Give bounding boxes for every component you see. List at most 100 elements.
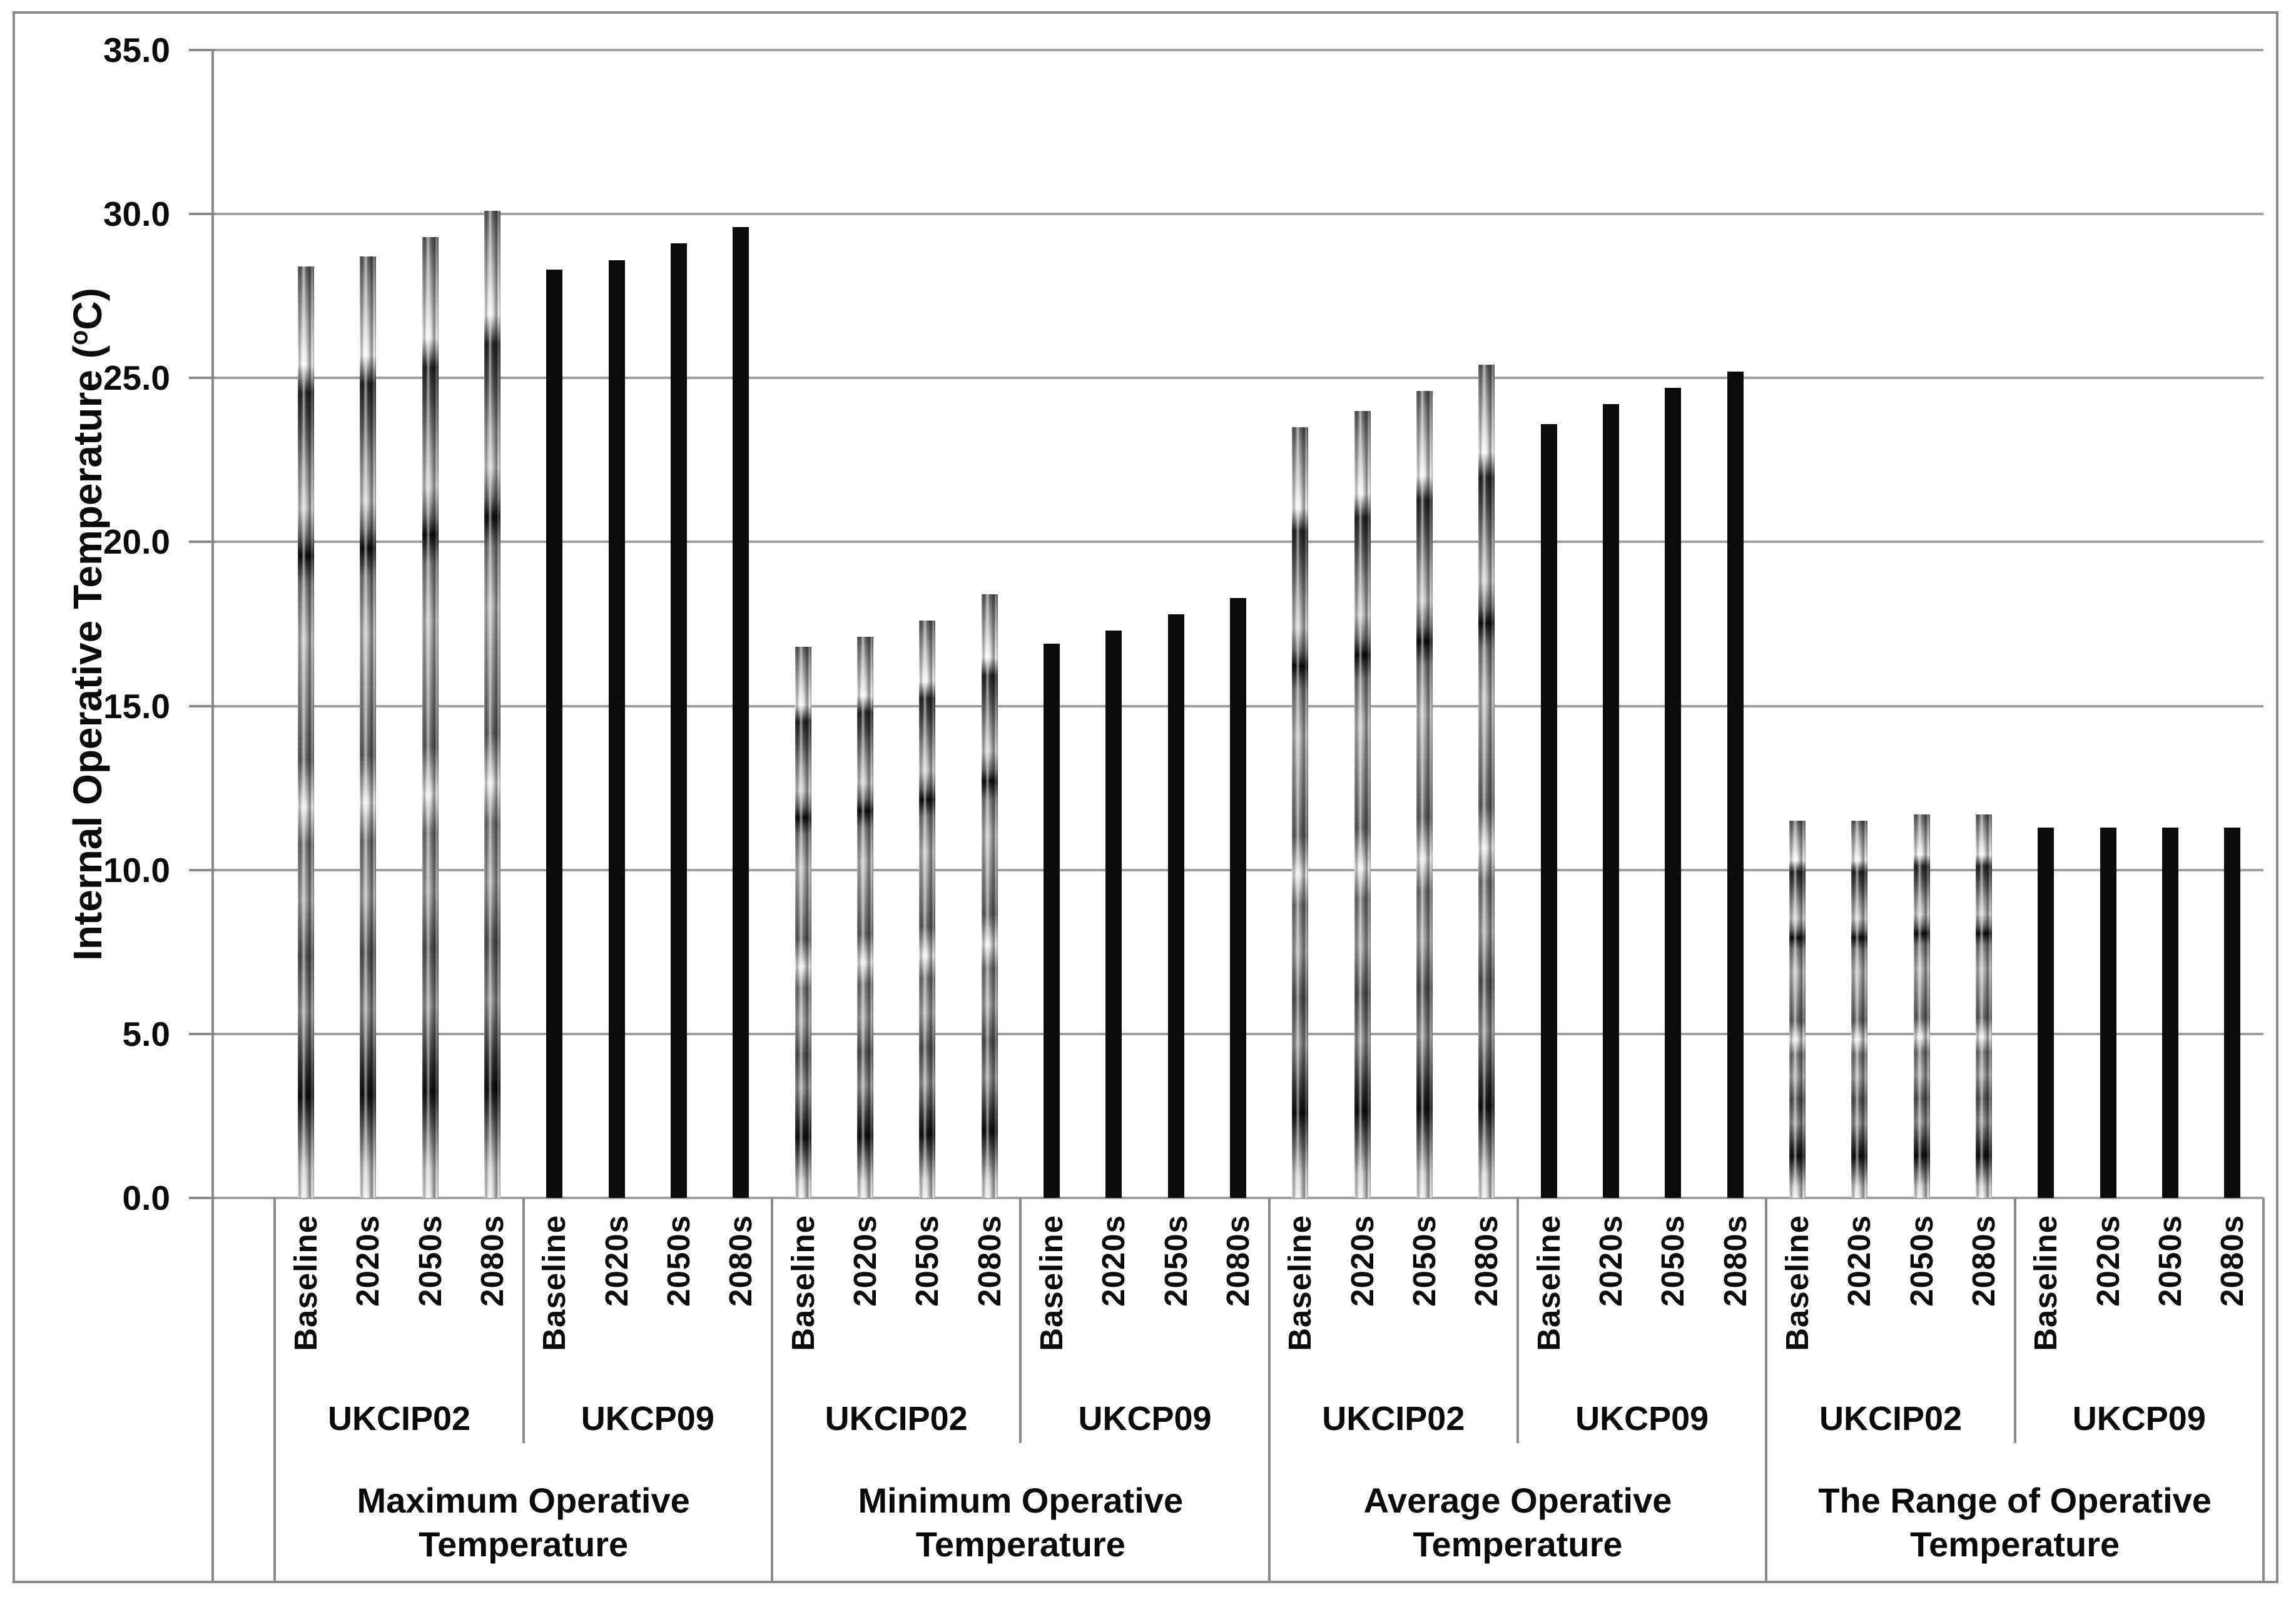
y-axis-tick (189, 540, 215, 544)
group-label-line: Maximum Operative (357, 1481, 690, 1520)
bar-maximum-operative-ukcip02-2050s (422, 236, 439, 1198)
y-axis-tick (189, 49, 215, 51)
period-label: 2080s (723, 1215, 759, 1307)
bar-the-range-of-operative-ukcip02-2080s (1976, 814, 1992, 1198)
period-label: 2080s (474, 1215, 510, 1307)
chart-outer-border (13, 11, 2278, 1583)
bar-average-operative-ukcp09-baseline (1540, 423, 1557, 1198)
bar-average-operative-ukcip02-2020s (1354, 410, 1371, 1198)
bar-the-range-of-operative-ukcp09-2020s (2100, 827, 2116, 1198)
bar-average-operative-ukcp09-2050s (1665, 388, 1682, 1198)
group-label-line: Temperature (1910, 1524, 2120, 1564)
scenario-label: UKCP09 (2072, 1400, 2206, 1437)
period-label: 2020s (350, 1215, 386, 1307)
y-axis-tick (189, 704, 215, 707)
group-label-line: Temperature (419, 1524, 629, 1564)
period-label: Baseline (536, 1215, 572, 1351)
group-separator (273, 1198, 277, 1582)
period-label: 2080s (2214, 1215, 2250, 1307)
period-label: Baseline (1034, 1215, 1069, 1351)
period-label: 2050s (412, 1215, 448, 1307)
period-label: 2080s (971, 1215, 1007, 1307)
group-label-line: Temperature (915, 1524, 1125, 1564)
period-label: 2080s (1468, 1215, 1505, 1307)
period-label: Baseline (288, 1215, 323, 1351)
y-tick-label: 30.0 (103, 195, 170, 234)
bar-the-range-of-operative-ukcp09-baseline (2038, 827, 2055, 1198)
scenario-separator (1019, 1198, 1022, 1443)
bar-minimum-operative-ukcip02-2020s (857, 637, 873, 1198)
period-label: Baseline (1779, 1215, 1815, 1351)
bar-minimum-operative-ukcip02-2050s (919, 621, 936, 1198)
scenario-label: UKCIP02 (1819, 1400, 1963, 1437)
bar-maximum-operative-ukcp09-2080s (733, 227, 749, 1198)
period-label: 2020s (1841, 1215, 1877, 1307)
bar-the-range-of-operative-ukcip02-baseline (1789, 821, 1806, 1198)
period-label: Baseline (1282, 1215, 1318, 1351)
period-label: 2020s (598, 1215, 634, 1307)
bar-the-range-of-operative-ukcip02-2050s (1913, 814, 1930, 1198)
period-label: 2020s (847, 1215, 883, 1307)
y-axis-tick (189, 213, 215, 216)
period-label: 2050s (1903, 1215, 1939, 1307)
scenario-label: UKCP09 (1078, 1400, 1212, 1437)
bar-minimum-operative-ukcp09-2020s (1105, 631, 1122, 1198)
bar-the-range-of-operative-ukcp09-2080s (2224, 827, 2241, 1198)
y-tick-label: 35.0 (103, 31, 170, 69)
bar-maximum-operative-ukcip02-2020s (360, 256, 377, 1198)
bar-average-operative-ukcp09-2020s (1603, 404, 1619, 1198)
y-axis-tick (189, 377, 215, 380)
bar-average-operative-ukcip02-2050s (1416, 391, 1433, 1198)
period-label: 2050s (1655, 1215, 1691, 1307)
group-separator (771, 1198, 773, 1582)
bar-the-range-of-operative-ukcp09-2050s (2162, 827, 2178, 1198)
y-axis-title-degree: o (65, 330, 93, 345)
group-separator (1267, 1198, 1271, 1582)
period-label: Baseline (785, 1215, 821, 1351)
gridline-0.0 (213, 1197, 2263, 1199)
period-label: 2080s (1220, 1215, 1256, 1307)
y-tick-label: 20.0 (103, 522, 170, 562)
bar-the-range-of-operative-ukcip02-2020s (1851, 821, 1868, 1198)
period-label: 2020s (1344, 1215, 1380, 1307)
scenario-separator (2013, 1198, 2016, 1443)
y-axis-line (211, 49, 214, 1582)
period-label: Baseline (2028, 1215, 2064, 1351)
y-tick-label: 25.0 (103, 358, 170, 398)
bar-average-operative-ukcip02-2080s (1478, 365, 1495, 1198)
scenario-label: UKCP09 (1575, 1400, 1709, 1437)
bar-maximum-operative-ukcp09-2050s (671, 243, 687, 1198)
gridline-25.0 (213, 377, 2263, 380)
y-axis-tick (189, 868, 215, 871)
period-label: 2050s (1157, 1215, 1194, 1307)
period-label: 2050s (1406, 1215, 1442, 1307)
gridline-20.0 (213, 540, 2263, 544)
period-label: 2080s (1717, 1215, 1753, 1307)
period-label: 2050s (661, 1215, 696, 1307)
y-tick-label: 0.0 (122, 1179, 170, 1217)
y-tick-label: 10.0 (103, 850, 170, 890)
scenario-label: UKCIP02 (327, 1400, 471, 1437)
bar-maximum-operative-ukcip02-2080s (484, 210, 500, 1198)
scenario-label: UKCIP02 (825, 1400, 968, 1437)
group-separator (1765, 1198, 1768, 1582)
group-label-line: The Range of Operative (1818, 1481, 2212, 1520)
scenario-label: UKCP09 (581, 1400, 714, 1437)
y-axis-tick (189, 1032, 215, 1035)
group-label-line: Minimum Operative (858, 1481, 1184, 1520)
bar-maximum-operative-ukcip02-baseline (298, 266, 314, 1198)
category-band-right-line (2262, 1198, 2265, 1582)
bar-minimum-operative-ukcp09-2050s (1167, 614, 1184, 1198)
y-tick-label: 5.0 (122, 1014, 170, 1053)
y-axis-tick (189, 1197, 215, 1199)
period-label: 2050s (2152, 1215, 2188, 1307)
scenario-separator (1516, 1198, 1519, 1443)
scenario-separator (522, 1198, 525, 1443)
bar-average-operative-ukcip02-baseline (1292, 427, 1309, 1198)
bar-maximum-operative-ukcp09-baseline (546, 270, 563, 1198)
period-label: Baseline (1530, 1215, 1567, 1351)
period-label: 2050s (909, 1215, 945, 1307)
gridline-35.0 (213, 49, 2263, 51)
group-label-line: Temperature (1413, 1524, 1623, 1564)
